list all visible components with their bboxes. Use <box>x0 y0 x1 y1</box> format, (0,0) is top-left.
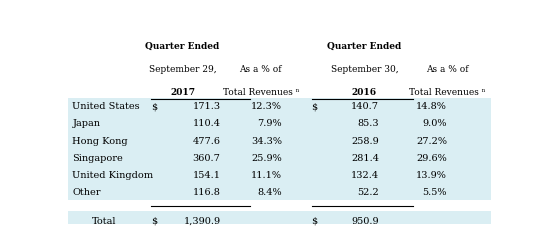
Text: 14.8%: 14.8% <box>416 102 447 111</box>
Text: 171.3: 171.3 <box>192 102 221 111</box>
Text: As a % of: As a % of <box>426 65 468 74</box>
Text: 258.9: 258.9 <box>352 136 379 145</box>
Text: 1,390.9: 1,390.9 <box>183 216 221 225</box>
Text: 116.8: 116.8 <box>193 187 221 196</box>
Text: $: $ <box>312 102 318 111</box>
Text: 27.2%: 27.2% <box>416 136 447 145</box>
Text: September 29,: September 29, <box>149 65 216 74</box>
Text: 360.7: 360.7 <box>193 153 221 162</box>
Text: 950.9: 950.9 <box>352 216 379 225</box>
Text: $: $ <box>151 216 157 225</box>
Text: Japan: Japan <box>73 119 100 128</box>
Text: 140.7: 140.7 <box>351 102 379 111</box>
Bar <box>68 211 491 231</box>
Text: 132.4: 132.4 <box>351 170 379 179</box>
Text: Other: Other <box>73 187 101 196</box>
Bar <box>68 201 491 211</box>
Text: 34.3%: 34.3% <box>251 136 282 145</box>
Text: 29.6%: 29.6% <box>416 153 447 162</box>
Text: 25.9%: 25.9% <box>251 153 282 162</box>
Text: 11.1%: 11.1% <box>251 170 282 179</box>
Text: Quarter Ended: Quarter Ended <box>145 42 219 51</box>
Bar <box>68 98 491 115</box>
Text: $: $ <box>312 216 318 225</box>
Text: 7.9%: 7.9% <box>257 119 282 128</box>
Text: 2016: 2016 <box>352 87 377 96</box>
Text: 281.4: 281.4 <box>351 153 379 162</box>
Text: United States: United States <box>73 102 140 111</box>
Text: September 30,: September 30, <box>331 65 398 74</box>
Text: 85.3: 85.3 <box>358 119 379 128</box>
Text: Total Revenues ⁿ: Total Revenues ⁿ <box>223 87 299 96</box>
Bar <box>68 132 491 149</box>
Text: United Kingdom: United Kingdom <box>73 170 153 179</box>
Text: Hong Kong: Hong Kong <box>73 136 128 145</box>
Text: 477.6: 477.6 <box>193 136 221 145</box>
Text: As a % of: As a % of <box>240 65 282 74</box>
Text: 8.4%: 8.4% <box>257 187 282 196</box>
Text: 2017: 2017 <box>170 87 195 96</box>
Text: 154.1: 154.1 <box>193 170 221 179</box>
Text: Singapore: Singapore <box>73 153 123 162</box>
Text: 52.2: 52.2 <box>358 187 379 196</box>
Bar <box>68 115 491 132</box>
Text: 5.5%: 5.5% <box>423 187 447 196</box>
Bar <box>68 167 491 183</box>
Bar <box>68 183 491 201</box>
Text: 12.3%: 12.3% <box>251 102 282 111</box>
Text: Quarter Ended: Quarter Ended <box>328 42 401 51</box>
Text: Total Revenues ⁿ: Total Revenues ⁿ <box>409 87 485 96</box>
Bar <box>68 149 491 167</box>
Text: 110.4: 110.4 <box>193 119 221 128</box>
Text: Total: Total <box>92 216 116 225</box>
Text: 13.9%: 13.9% <box>416 170 447 179</box>
Text: $: $ <box>151 102 157 111</box>
Text: 9.0%: 9.0% <box>423 119 447 128</box>
